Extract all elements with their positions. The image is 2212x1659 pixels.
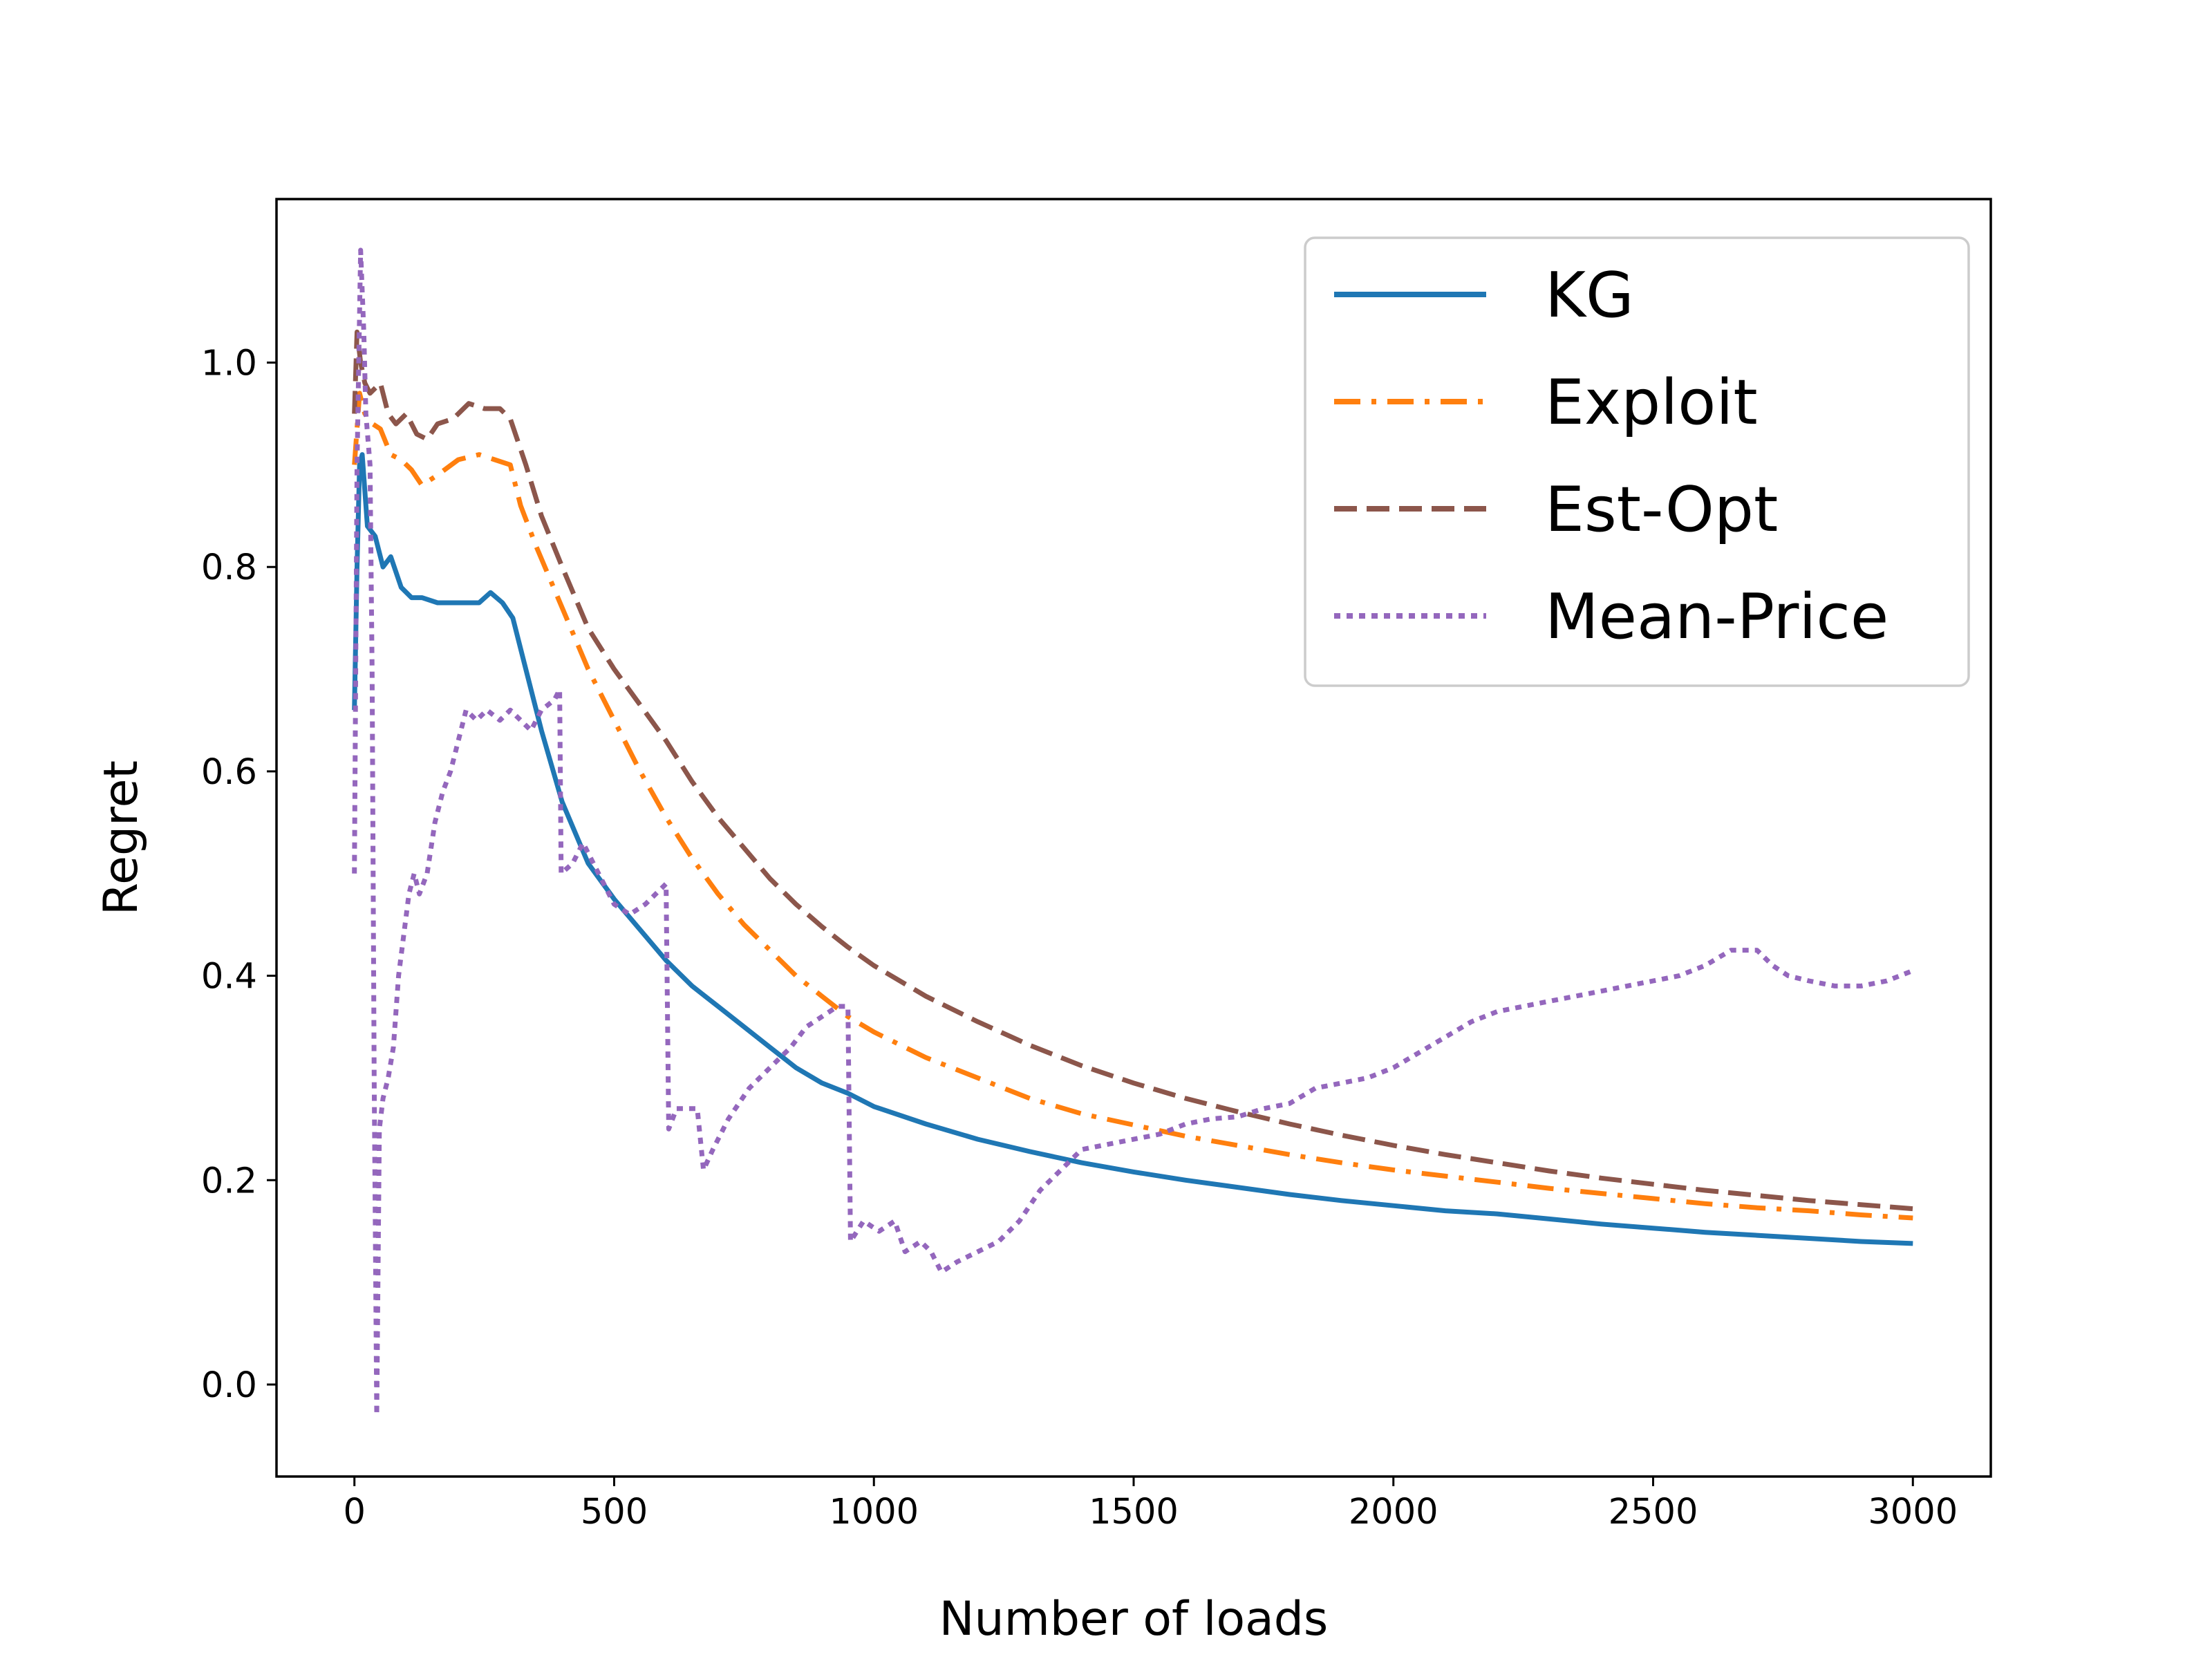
x-axis-title: Number of loads <box>939 1592 1329 1647</box>
series-line-exploit <box>352 391 1913 1221</box>
y-axis-title: Regret <box>94 760 149 915</box>
x-tick-label: 2500 <box>1609 1492 1698 1533</box>
y-tick-label: 0.2 <box>201 1161 257 1201</box>
series-line-mean-price <box>352 247 1914 1418</box>
legend: KG Exploit Est-Opt Mean-Price <box>1304 236 1970 687</box>
x-tick-label: 3000 <box>1868 1492 1958 1533</box>
legend-label-exploit: Exploit <box>1545 366 1758 439</box>
x-tick-label: 0 <box>344 1492 366 1533</box>
plot-lines <box>352 247 1914 1418</box>
legend-label-est-opt: Est-Opt <box>1545 474 1778 546</box>
y-tick-label: 0.6 <box>201 752 257 793</box>
y-tick-label: 0.0 <box>201 1365 257 1406</box>
y-tick-label: 0.8 <box>201 547 257 588</box>
y-axis: 0.0 0.2 0.4 0.6 0.8 1.0 <box>201 344 276 1406</box>
legend-box <box>1304 236 1970 687</box>
x-tick-label: 1000 <box>829 1492 919 1533</box>
legend-label-mean-price: Mean-Price <box>1545 581 1888 653</box>
y-tick-label: 1.0 <box>201 344 257 384</box>
series-line-kg <box>352 452 1913 1246</box>
legend-label-kg: KG <box>1545 259 1634 332</box>
x-axis: 0 500 1000 1500 2000 2500 3000 <box>344 1477 1958 1533</box>
y-tick-label: 0.4 <box>201 957 257 997</box>
x-tick-label: 2000 <box>1349 1492 1438 1533</box>
x-tick-label: 500 <box>581 1492 648 1533</box>
x-tick-label: 1500 <box>1089 1492 1179 1533</box>
series-line-est-opt <box>352 329 1913 1212</box>
